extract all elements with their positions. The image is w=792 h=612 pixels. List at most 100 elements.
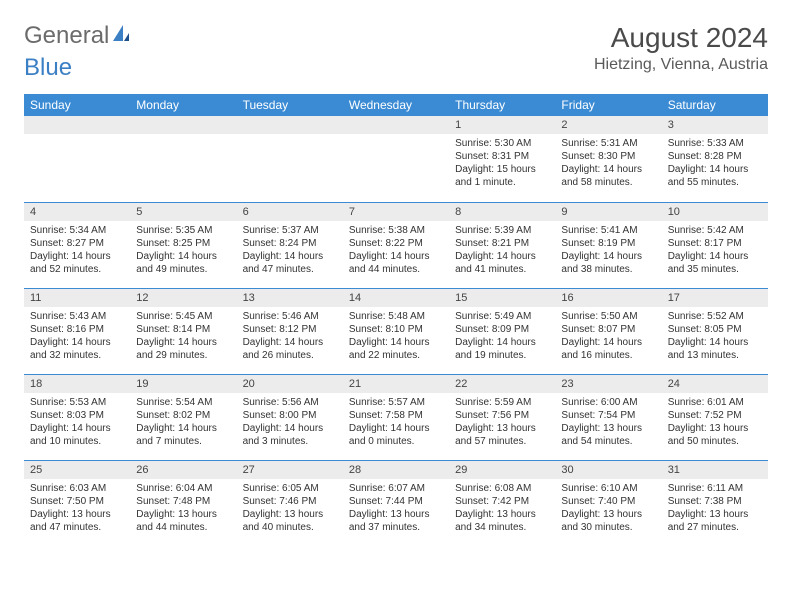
daylight-text: Daylight: 14 hours and 3 minutes. [243,422,337,448]
day-content: Sunrise: 5:48 AMSunset: 8:10 PMDaylight:… [343,307,449,365]
sunset-text: Sunset: 8:22 PM [349,237,443,250]
sunset-text: Sunset: 8:28 PM [668,150,762,163]
day-cell: 15Sunrise: 5:49 AMSunset: 8:09 PMDayligh… [449,288,555,374]
sunset-text: Sunset: 7:48 PM [136,495,230,508]
day-content: Sunrise: 6:03 AMSunset: 7:50 PMDaylight:… [24,479,130,537]
day-number: 6 [237,203,343,221]
sunrise-text: Sunrise: 5:56 AM [243,396,337,409]
sail-icon [111,23,131,43]
sunset-text: Sunset: 7:42 PM [455,495,549,508]
day-content: Sunrise: 6:11 AMSunset: 7:38 PMDaylight:… [662,479,768,537]
day-content: Sunrise: 5:31 AMSunset: 8:30 PMDaylight:… [555,134,661,192]
day-cell: 9Sunrise: 5:41 AMSunset: 8:19 PMDaylight… [555,202,661,288]
day-number-empty [343,116,449,134]
sunset-text: Sunset: 7:38 PM [668,495,762,508]
day-cell: 27Sunrise: 6:05 AMSunset: 7:46 PMDayligh… [237,460,343,546]
day-number: 3 [662,116,768,134]
day-number: 2 [555,116,661,134]
day-number: 26 [130,461,236,479]
daylight-text: Daylight: 13 hours and 34 minutes. [455,508,549,534]
sunset-text: Sunset: 8:00 PM [243,409,337,422]
day-content: Sunrise: 5:30 AMSunset: 8:31 PMDaylight:… [449,134,555,192]
sunset-text: Sunset: 7:58 PM [349,409,443,422]
day-cell: 29Sunrise: 6:08 AMSunset: 7:42 PMDayligh… [449,460,555,546]
daylight-text: Daylight: 14 hours and 19 minutes. [455,336,549,362]
day-cell: 23Sunrise: 6:00 AMSunset: 7:54 PMDayligh… [555,374,661,460]
sunrise-text: Sunrise: 5:35 AM [136,224,230,237]
day-number: 27 [237,461,343,479]
daylight-text: Daylight: 13 hours and 37 minutes. [349,508,443,534]
location: Hietzing, Vienna, Austria [594,56,768,74]
weekday-header: Thursday [449,94,555,116]
day-cell: 24Sunrise: 6:01 AMSunset: 7:52 PMDayligh… [662,374,768,460]
sunrise-text: Sunrise: 6:00 AM [561,396,655,409]
sunrise-text: Sunrise: 5:31 AM [561,137,655,150]
sunset-text: Sunset: 8:14 PM [136,323,230,336]
month-title: August 2024 [594,22,768,54]
day-cell: 1Sunrise: 5:30 AMSunset: 8:31 PMDaylight… [449,116,555,202]
sunrise-text: Sunrise: 5:53 AM [30,396,124,409]
day-cell: 10Sunrise: 5:42 AMSunset: 8:17 PMDayligh… [662,202,768,288]
daylight-text: Daylight: 14 hours and 26 minutes. [243,336,337,362]
day-cell: 2Sunrise: 5:31 AMSunset: 8:30 PMDaylight… [555,116,661,202]
day-content: Sunrise: 6:01 AMSunset: 7:52 PMDaylight:… [662,393,768,451]
day-cell: 7Sunrise: 5:38 AMSunset: 8:22 PMDaylight… [343,202,449,288]
day-content: Sunrise: 6:00 AMSunset: 7:54 PMDaylight:… [555,393,661,451]
sunset-text: Sunset: 8:21 PM [455,237,549,250]
daylight-text: Daylight: 14 hours and 32 minutes. [30,336,124,362]
day-number: 29 [449,461,555,479]
day-number: 9 [555,203,661,221]
day-cell: 18Sunrise: 5:53 AMSunset: 8:03 PMDayligh… [24,374,130,460]
daylight-text: Daylight: 14 hours and 55 minutes. [668,163,762,189]
day-number: 28 [343,461,449,479]
day-number: 23 [555,375,661,393]
daylight-text: Daylight: 14 hours and 13 minutes. [668,336,762,362]
daylight-text: Daylight: 14 hours and 41 minutes. [455,250,549,276]
week-row: 11Sunrise: 5:43 AMSunset: 8:16 PMDayligh… [24,288,768,374]
sunset-text: Sunset: 7:44 PM [349,495,443,508]
day-number-empty [24,116,130,134]
day-number: 5 [130,203,236,221]
day-cell: 22Sunrise: 5:59 AMSunset: 7:56 PMDayligh… [449,374,555,460]
sunset-text: Sunset: 8:25 PM [136,237,230,250]
day-cell [237,116,343,202]
day-content: Sunrise: 5:37 AMSunset: 8:24 PMDaylight:… [237,221,343,279]
daylight-text: Daylight: 13 hours and 40 minutes. [243,508,337,534]
day-number: 10 [662,203,768,221]
day-content: Sunrise: 5:38 AMSunset: 8:22 PMDaylight:… [343,221,449,279]
week-row: 25Sunrise: 6:03 AMSunset: 7:50 PMDayligh… [24,460,768,546]
day-number: 15 [449,289,555,307]
day-number: 22 [449,375,555,393]
daylight-text: Daylight: 15 hours and 1 minute. [455,163,549,189]
sunrise-text: Sunrise: 5:50 AM [561,310,655,323]
daylight-text: Daylight: 14 hours and 7 minutes. [136,422,230,448]
sunset-text: Sunset: 7:52 PM [668,409,762,422]
sunrise-text: Sunrise: 5:38 AM [349,224,443,237]
daylight-text: Daylight: 13 hours and 57 minutes. [455,422,549,448]
day-number: 17 [662,289,768,307]
daylight-text: Daylight: 14 hours and 0 minutes. [349,422,443,448]
sunset-text: Sunset: 8:10 PM [349,323,443,336]
day-content: Sunrise: 6:04 AMSunset: 7:48 PMDaylight:… [130,479,236,537]
day-cell: 8Sunrise: 5:39 AMSunset: 8:21 PMDaylight… [449,202,555,288]
day-number: 25 [24,461,130,479]
sunrise-text: Sunrise: 5:57 AM [349,396,443,409]
sunrise-text: Sunrise: 5:30 AM [455,137,549,150]
sunset-text: Sunset: 8:16 PM [30,323,124,336]
sunset-text: Sunset: 8:02 PM [136,409,230,422]
weekday-header: Tuesday [237,94,343,116]
day-number: 4 [24,203,130,221]
day-cell [24,116,130,202]
day-content: Sunrise: 6:08 AMSunset: 7:42 PMDaylight:… [449,479,555,537]
daylight-text: Daylight: 13 hours and 47 minutes. [30,508,124,534]
daylight-text: Daylight: 14 hours and 29 minutes. [136,336,230,362]
day-content: Sunrise: 5:50 AMSunset: 8:07 PMDaylight:… [555,307,661,365]
daylight-text: Daylight: 14 hours and 47 minutes. [243,250,337,276]
day-content: Sunrise: 5:33 AMSunset: 8:28 PMDaylight:… [662,134,768,192]
day-cell: 12Sunrise: 5:45 AMSunset: 8:14 PMDayligh… [130,288,236,374]
sunset-text: Sunset: 8:03 PM [30,409,124,422]
day-number: 30 [555,461,661,479]
sunset-text: Sunset: 8:31 PM [455,150,549,163]
sunrise-text: Sunrise: 5:45 AM [136,310,230,323]
day-content: Sunrise: 5:35 AMSunset: 8:25 PMDaylight:… [130,221,236,279]
